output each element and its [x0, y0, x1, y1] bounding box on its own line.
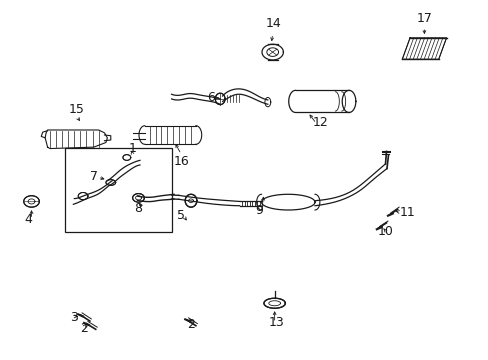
Polygon shape: [261, 194, 314, 210]
Text: 7: 7: [90, 170, 98, 183]
Text: 11: 11: [399, 206, 415, 219]
Text: 5: 5: [177, 209, 185, 222]
Polygon shape: [106, 180, 116, 185]
Text: 17: 17: [416, 12, 431, 24]
Text: 1: 1: [128, 142, 136, 155]
Polygon shape: [295, 90, 348, 112]
Polygon shape: [264, 298, 285, 308]
Text: 15: 15: [69, 103, 84, 116]
Polygon shape: [45, 130, 107, 149]
Text: 6: 6: [207, 91, 215, 104]
Text: 2: 2: [80, 322, 88, 335]
Polygon shape: [185, 194, 197, 207]
Bar: [64, 148, 171, 232]
Text: 4: 4: [24, 213, 32, 226]
Text: 9: 9: [255, 204, 263, 217]
Polygon shape: [262, 44, 283, 60]
Text: 16: 16: [173, 155, 189, 168]
Text: 10: 10: [377, 225, 393, 238]
Polygon shape: [144, 126, 196, 144]
Text: 2: 2: [187, 318, 195, 331]
Text: 13: 13: [268, 316, 284, 329]
Text: 12: 12: [312, 116, 327, 129]
Polygon shape: [342, 90, 355, 112]
Polygon shape: [24, 196, 39, 207]
Polygon shape: [78, 193, 88, 200]
Text: 3: 3: [70, 311, 78, 324]
Text: 14: 14: [265, 17, 281, 30]
Polygon shape: [215, 93, 224, 105]
Text: 8: 8: [134, 202, 142, 215]
Polygon shape: [122, 155, 130, 160]
Polygon shape: [132, 194, 144, 202]
